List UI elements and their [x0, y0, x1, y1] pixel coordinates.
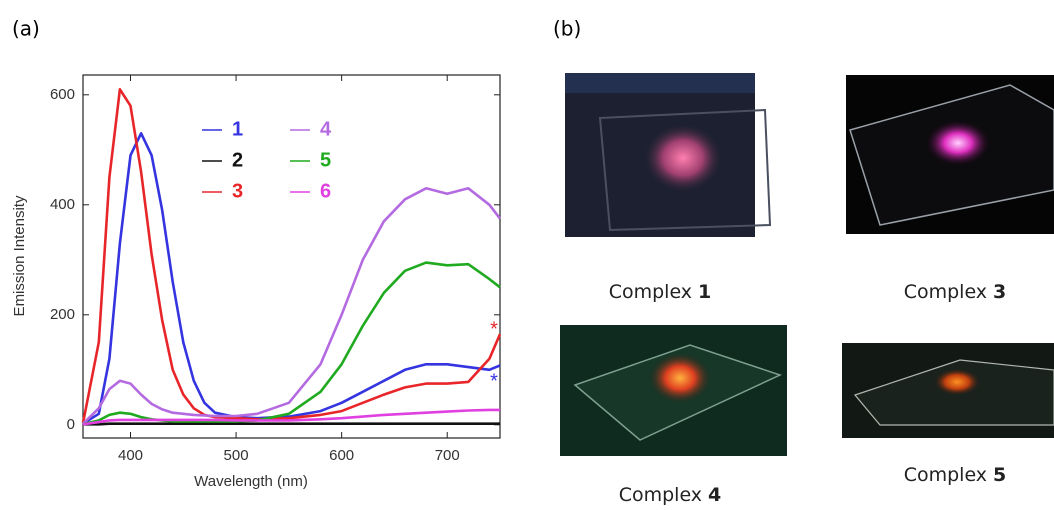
panel-label: (a)	[12, 17, 40, 41]
legend-label: 6	[320, 180, 331, 202]
x-tick-label: 500	[224, 447, 249, 464]
x-axis-label: Wavelength (nm)	[194, 473, 308, 490]
data-line	[81, 88, 502, 424]
caption-number: 1	[698, 281, 711, 303]
caption-text: Complex	[904, 464, 987, 486]
y-tick-label: 600	[50, 86, 75, 103]
legend-label: 1	[232, 118, 243, 140]
photo-caption: Complex 4	[619, 484, 722, 506]
caption-number: 5	[993, 464, 1006, 486]
x-tick-label: 400	[118, 447, 143, 464]
data-line	[83, 422, 500, 426]
x-tick-label: 700	[435, 447, 460, 464]
caption-text: Complex	[609, 281, 692, 303]
caption-number: 4	[708, 484, 721, 506]
data-line	[82, 187, 502, 425]
photo-caption: Complex 3	[904, 281, 1007, 303]
legend-label: 5	[320, 149, 331, 171]
photo	[560, 325, 787, 456]
data-line	[82, 261, 501, 426]
y-tick-label: 0	[67, 416, 75, 433]
annotation: *	[490, 318, 498, 340]
y-axis-label: Emission Intensity	[11, 195, 28, 316]
panel-label: (b)	[553, 17, 581, 41]
caption-number: 3	[993, 281, 1006, 303]
caption-text: Complex	[904, 281, 987, 303]
caption-text: Complex	[619, 484, 702, 506]
data-line	[82, 408, 500, 426]
x-tick-label: 600	[329, 447, 354, 464]
photo-caption: Complex 5	[904, 464, 1007, 486]
legend-label: 3	[232, 180, 243, 202]
annotation: *	[490, 370, 498, 392]
y-tick-label: 200	[50, 306, 75, 323]
legend-label: 4	[320, 118, 332, 140]
plot-frame	[82, 74, 501, 439]
photo-caption: Complex 1	[609, 281, 712, 303]
legend-label: 2	[232, 149, 243, 171]
y-tick-label: 400	[50, 196, 75, 213]
photo	[846, 75, 1054, 234]
captions: Complex 1 Complex 3 Complex 4 Complex 5	[609, 281, 1007, 506]
plot	[81, 74, 502, 439]
data-line	[82, 132, 501, 425]
photo	[565, 73, 772, 237]
photo	[842, 343, 1054, 438]
